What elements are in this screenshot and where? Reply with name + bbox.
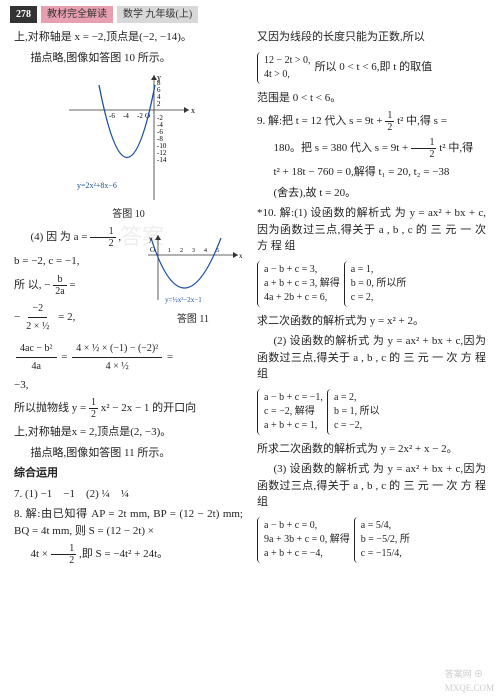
text: 又因为线段的长度只能为正数,所以 bbox=[257, 29, 486, 46]
q10-2: (2) 设函数的解析式 为 y = ax² + bx + c,因为函数过三点,得… bbox=[257, 333, 486, 383]
text: 上,对称轴是 x = −2,顶点是(−2, −14)。 bbox=[14, 29, 243, 46]
svg-text:4: 4 bbox=[204, 248, 207, 254]
text: 求二次函数的解析式为 y = x² + 2。 bbox=[257, 313, 486, 330]
right-column: 又因为线段的长度只能为正数,所以 12 − 2t > 0, 4t > 0, 所以… bbox=[257, 29, 486, 570]
system: a − b + c = 0, 9a + 3b + c = 0, 解得 a + b… bbox=[257, 517, 350, 563]
fraction: 12 bbox=[411, 137, 437, 160]
text: 描点略,图像如答图 11 所示。 bbox=[14, 445, 243, 462]
section-heading: 综合运用 bbox=[14, 465, 243, 482]
system: a = 5/4, b = −5/2, 所 c = −15/4, bbox=[354, 517, 410, 563]
text: 上,对称轴是x = 2,顶点是(2, −3)。 bbox=[14, 424, 243, 441]
svg-text:3: 3 bbox=[192, 248, 195, 254]
system: a = 2, b = 1, 所以 c = −2, bbox=[327, 389, 380, 435]
system: a − b + c = 3, a + b + c = 3, 解得 4a + 2b… bbox=[257, 261, 340, 307]
fraction: 12 bbox=[51, 543, 77, 566]
text: (4) 因 为 a = 12 , bbox=[14, 226, 137, 249]
text: 180。把 s = 380 代入 s = 9t + 12 t² 中,得 bbox=[257, 137, 486, 160]
text: 所以抛物线 y = 12 x² − 2x − 1 的开口向 bbox=[14, 397, 243, 420]
system: a − b + c = −1, c = −2, 解得 a + b + c = 1… bbox=[257, 389, 323, 435]
svg-text:x: x bbox=[191, 106, 195, 115]
figure-11: x y O 1 2 3 4 5 y=½x²−2x−1 答图 11 bbox=[143, 230, 243, 327]
svg-text:-14: -14 bbox=[157, 156, 167, 164]
system-row: a − b + c = −1, c = −2, 解得 a + b + c = 1… bbox=[257, 387, 486, 437]
q9: 9. 解:把 t = 12 代入 s = 9t + 12 t² 中,得 s = bbox=[257, 110, 486, 133]
figure-10-label: 答图 10 bbox=[14, 207, 243, 222]
book-title: 教材完全解读 bbox=[41, 6, 113, 23]
fraction: −22 × ½ bbox=[22, 301, 53, 334]
q7: 7. (1) −1 −1 (2) ¼ ¼ bbox=[14, 486, 243, 503]
text: t² + 18t − 760 = 0,解得 t₁ = 20, t₂ = −38 bbox=[257, 164, 486, 181]
fraction: 12 bbox=[89, 397, 98, 420]
text: 4t × 12 ,即 S = −4t² + 24t。 bbox=[14, 543, 243, 566]
svg-text:-4: -4 bbox=[123, 112, 129, 120]
fraction: b2a bbox=[53, 274, 66, 297]
text: 所求二次函数的解析式为 y = 2x² + x − 2。 bbox=[257, 441, 486, 458]
equation: 4ac − b²4a = 4 × ½ × (−1) − (−2)²4 × ½ = bbox=[14, 341, 243, 374]
content-columns: 上,对称轴是 x = −2,顶点是(−2, −14)。 描点略,图像如答图 10… bbox=[0, 27, 500, 580]
page-number: 278 bbox=[10, 6, 37, 23]
svg-text:-2: -2 bbox=[137, 112, 143, 120]
text: 12 − 2t > 0, 4t > 0, 所以 0 < t < 6,即 t 的取… bbox=[257, 50, 486, 86]
fraction: 4 × ½ × (−1) − (−2)²4 × ½ bbox=[72, 341, 162, 374]
text: (舍去),故 t = 20。 bbox=[257, 185, 486, 202]
text: 描点略,图像如答图 10 所示。 bbox=[14, 50, 243, 67]
q10-1: *10. 解:(1) 设函数的解析式 为 y = ax² + bx + c,因为… bbox=[257, 205, 486, 255]
svg-text:x: x bbox=[239, 252, 243, 260]
text: −−22 × ½ = 2, bbox=[14, 301, 137, 334]
fraction: 12 bbox=[385, 110, 394, 133]
q10-3: (3) 设函数的解析式 为 y = ax² + bx + c,因为函数过三点,得… bbox=[257, 461, 486, 511]
svg-text:y=2x²+8x−6: y=2x²+8x−6 bbox=[77, 181, 117, 190]
system-row: a − b + c = 0, 9a + 3b + c = 0, 解得 a + b… bbox=[257, 515, 486, 565]
svg-text:-6: -6 bbox=[109, 112, 115, 120]
svg-text:y=½x²−2x−1: y=½x²−2x−1 bbox=[165, 296, 202, 304]
figure-11-label: 答图 11 bbox=[143, 312, 243, 327]
system: 12 − 2t > 0, 4t > 0, bbox=[257, 52, 311, 84]
text: b = −2, c = −1, bbox=[14, 253, 137, 270]
text: −3, bbox=[14, 377, 243, 394]
q8: 8. 解:由已知得 AP = 2t mm, BP = (12 − 2t) mm;… bbox=[14, 506, 243, 539]
svg-text:2: 2 bbox=[180, 248, 183, 254]
svg-text:1: 1 bbox=[168, 248, 171, 254]
fraction: 12 bbox=[90, 226, 116, 249]
watermark: 答案网 ⊕ MXQE.COM bbox=[445, 668, 494, 695]
fraction: 4ac − b²4a bbox=[16, 341, 57, 374]
text: 所 以, − b2a = bbox=[14, 274, 137, 297]
page-header: 278 教材完全解读 数学 九年级(上) bbox=[0, 0, 500, 27]
svg-text:2: 2 bbox=[157, 100, 161, 108]
system: a = 1, b = 0, 所以所 c = 2, bbox=[344, 261, 407, 307]
figure-10: x y 8 6 4 2 O -2 -4 -6 -8 -10 -12 -14 -2… bbox=[14, 70, 243, 222]
book-subtitle: 数学 九年级(上) bbox=[117, 6, 198, 23]
text: 范围是 0 < t < 6。 bbox=[257, 90, 486, 107]
system-row: a − b + c = 3, a + b + c = 3, 解得 4a + 2b… bbox=[257, 259, 486, 309]
left-column: 上,对称轴是 x = −2,顶点是(−2, −14)。 描点略,图像如答图 10… bbox=[14, 29, 243, 570]
